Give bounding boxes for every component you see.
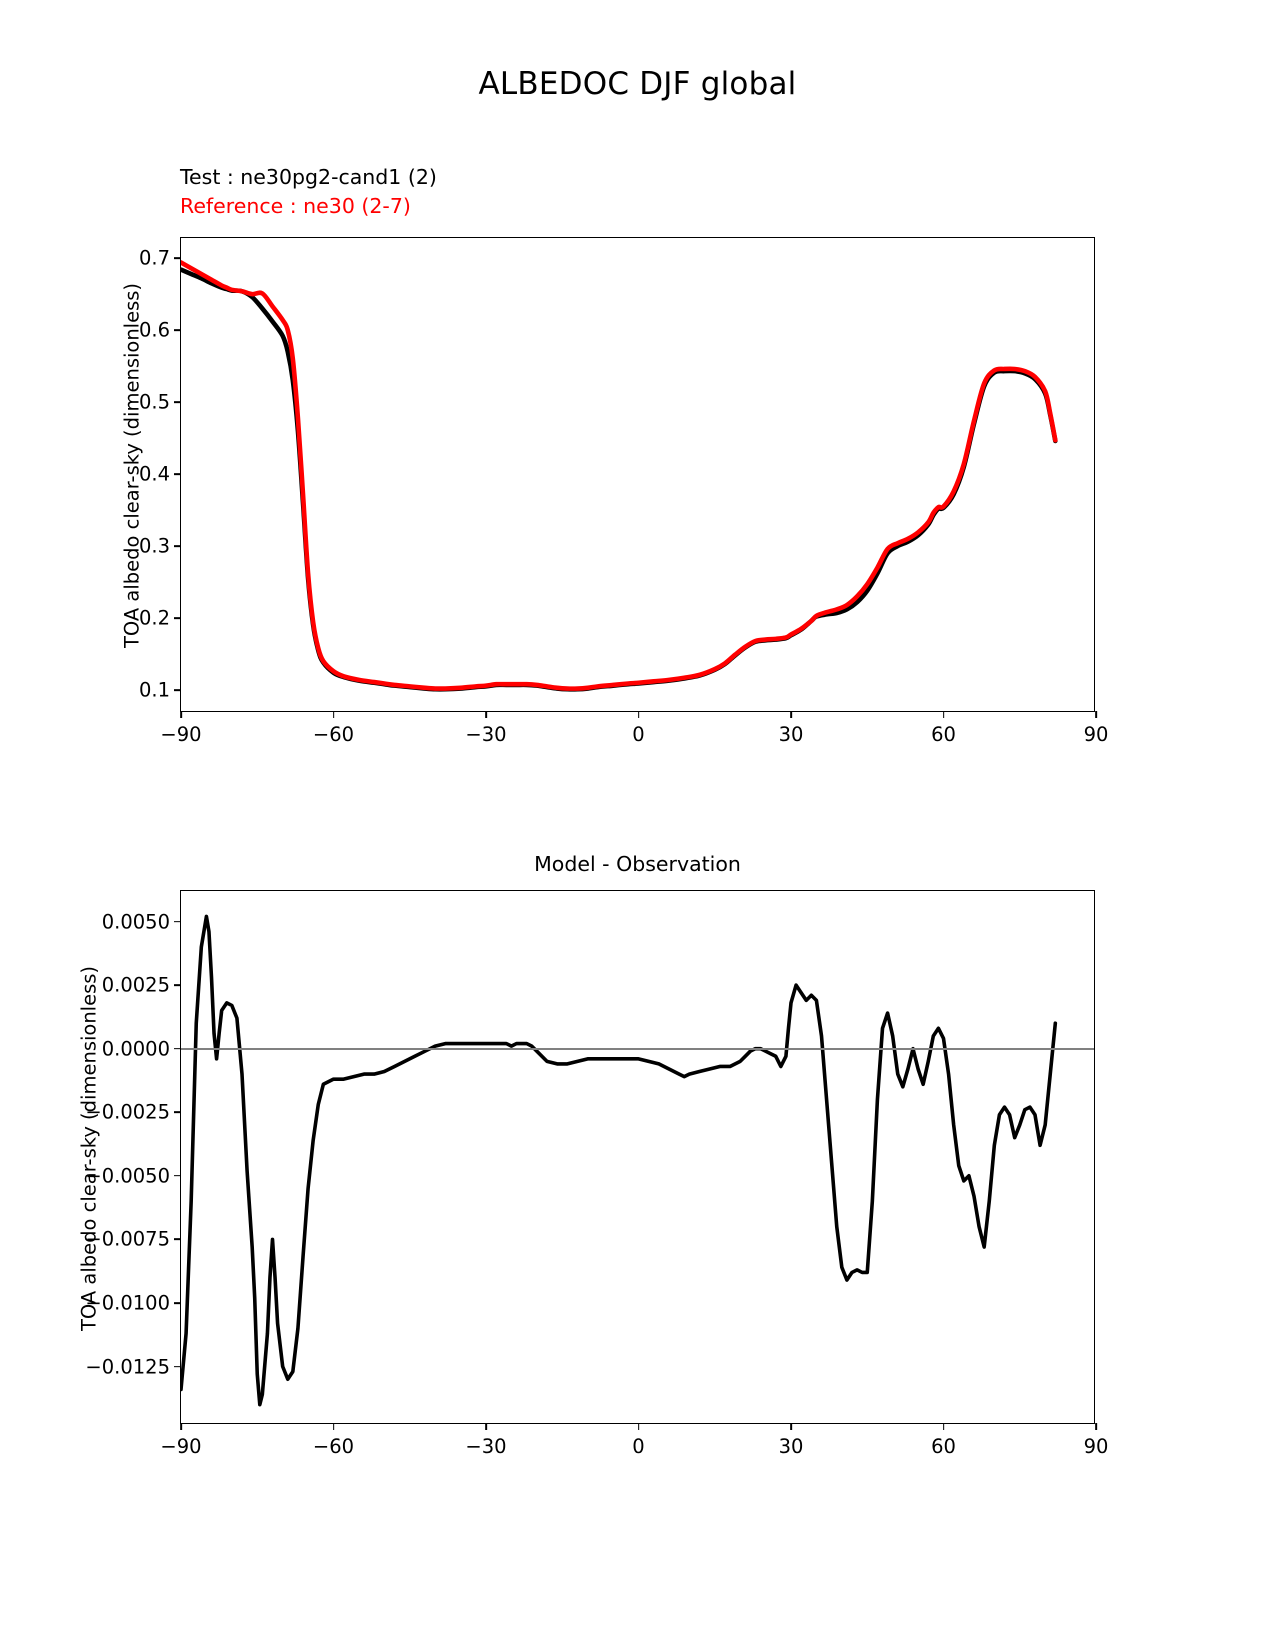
- y-tick-mark: [174, 1111, 181, 1114]
- y-tick-label: 0.0025: [101, 973, 170, 997]
- x-tick-label: −30: [465, 1435, 507, 1458]
- y-tick-mark: [174, 1365, 181, 1368]
- y-tick-mark: [174, 1047, 181, 1050]
- y-tick-mark: [174, 473, 181, 475]
- y-tick-label: 0.5: [138, 390, 170, 414]
- y-tick-label: −0.0050: [85, 1164, 170, 1188]
- y-tick-mark: [174, 1174, 181, 1177]
- x-tick-mark: [485, 1423, 487, 1430]
- y-tick-label: −0.0100: [85, 1291, 170, 1315]
- legend-reference-label: Reference : ne30 (2-7): [180, 194, 411, 218]
- x-tick-mark: [180, 711, 182, 718]
- y-tick-label: 0.2: [138, 606, 170, 630]
- y-tick-mark: [174, 920, 181, 923]
- y-tick-label: 0.0000: [101, 1037, 170, 1061]
- x-tick-label: 0: [632, 1435, 645, 1458]
- x-tick-mark: [942, 711, 945, 718]
- x-tick-mark: [1095, 1423, 1097, 1430]
- bottom-panel: Model - Observation TOA albedo clear-sky…: [78, 852, 1109, 1458]
- zero-reference-line: [181, 1047, 1094, 1050]
- top-panel-plot-area: [181, 260, 1058, 692]
- x-tick-label: −90: [160, 723, 202, 746]
- y-tick-mark: [174, 257, 181, 259]
- x-tick-mark: [332, 711, 335, 718]
- bottom-panel-axes: 0.0050 0.0025 0.0000 −0.0025 −0.0050 −0.0075 −…: [85, 890, 1108, 1458]
- x-tick-label: −90: [160, 1435, 202, 1458]
- y-tick-label: −0.0075: [85, 1227, 170, 1251]
- y-tick-label: 0.6: [138, 318, 170, 342]
- y-tick-label: 0.0050: [101, 910, 170, 933]
- y-tick-mark: [174, 1238, 181, 1241]
- x-tick-label: −30: [465, 723, 507, 746]
- x-tick-label: 30: [778, 1435, 804, 1458]
- top-panel: TOA albedo clear-sky (dimensionless) 0.1…: [121, 237, 1108, 746]
- bottom-panel-plot-area: [181, 914, 1058, 1407]
- y-tick-mark: [174, 984, 181, 986]
- x-tick-mark: [1095, 711, 1097, 718]
- y-tick-mark: [174, 401, 181, 403]
- x-tick-mark: [637, 1423, 640, 1430]
- y-tick-label: −0.0125: [85, 1355, 170, 1378]
- x-tick-mark: [332, 1423, 335, 1430]
- y-tick-label: 0.3: [138, 534, 170, 558]
- top-panel-axes: 0.1 0.2 0.3 0.4 0.5 0.6 0.7 −90 −60 −30 0 30 60 90: [139, 237, 1108, 746]
- y-tick-mark: [174, 329, 181, 331]
- x-tick-label: 30: [778, 723, 804, 746]
- x-tick-label: 90: [1083, 723, 1109, 746]
- x-tick-label: −60: [312, 1435, 355, 1458]
- series-line: [181, 260, 1058, 691]
- x-tick-label: 60: [931, 723, 956, 746]
- y-tick-label: 0.7: [138, 246, 170, 270]
- figure-title: ALBEDOC DJF global: [478, 66, 797, 102]
- x-tick-mark: [637, 711, 640, 718]
- y-tick-mark: [174, 545, 181, 547]
- y-tick-label: 0.1: [138, 678, 170, 702]
- x-tick-mark: [790, 1423, 792, 1430]
- y-tick-mark: [174, 617, 181, 619]
- x-tick-mark: [942, 1423, 945, 1430]
- x-tick-label: −60: [312, 723, 355, 746]
- x-tick-label: 0: [632, 723, 645, 746]
- x-tick-mark: [180, 1423, 182, 1430]
- y-tick-mark: [174, 1302, 181, 1304]
- bottom-panel-y-axis-label: TOA albedo clear-sky (dimensionless): [77, 965, 101, 1332]
- legend: Test : ne30pg2-cand1 (2) Reference : ne3…: [180, 163, 437, 221]
- y-tick-label: −0.0025: [85, 1100, 170, 1124]
- y-tick-mark: [174, 689, 181, 691]
- bottom-panel-title: Model - Observation: [534, 852, 741, 876]
- legend-test-label: Test : ne30pg2-cand1 (2): [180, 165, 437, 189]
- x-tick-label: 90: [1083, 1435, 1109, 1458]
- series-line: [181, 914, 1058, 1407]
- y-tick-label: 0.4: [138, 462, 170, 486]
- x-tick-mark: [790, 711, 792, 718]
- x-tick-label: 60: [931, 1435, 956, 1458]
- x-tick-mark: [485, 711, 487, 718]
